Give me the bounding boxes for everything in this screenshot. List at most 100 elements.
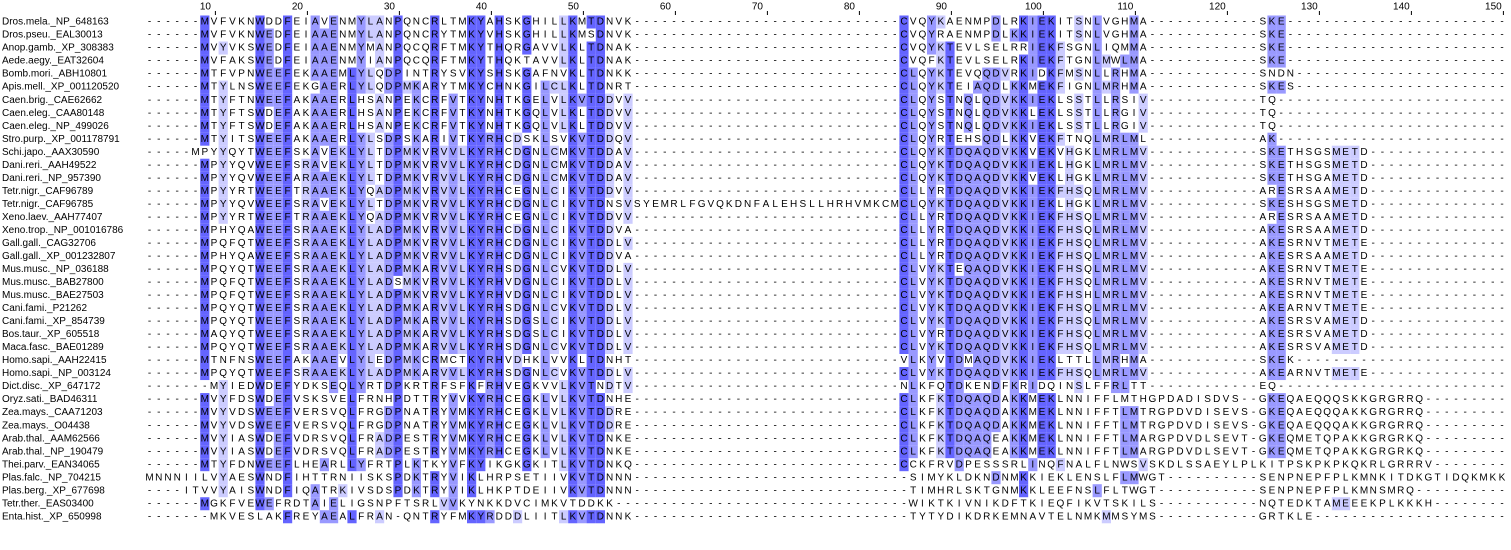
residue-shade (476, 288, 486, 302)
residue-shade (577, 445, 587, 459)
residue-shade (899, 432, 909, 446)
residue-shade (1037, 184, 1047, 198)
residue-shade (319, 301, 329, 315)
residue-shade (356, 327, 366, 341)
residue-shade (1111, 380, 1121, 394)
residue-shade (973, 354, 983, 368)
sequence-name: Cani.fami._XP_854739 (2, 316, 105, 327)
residue-shade (605, 119, 615, 133)
residue-shade (1111, 132, 1121, 146)
residue-shade (273, 354, 283, 368)
residue-shade (945, 41, 955, 55)
residue-shade (200, 106, 210, 120)
residue-shade (586, 236, 596, 250)
residue-shade (310, 497, 320, 511)
residue-shade (945, 354, 955, 368)
residue-shade (264, 171, 274, 185)
residue-shade (457, 301, 467, 315)
residue-shade (899, 249, 909, 263)
residue-shade (255, 145, 265, 159)
residue-shade (264, 223, 274, 237)
residue-shade (568, 367, 578, 381)
residue-shade (494, 93, 504, 107)
residue-shade (430, 367, 440, 381)
residue-shade (945, 106, 955, 120)
residue-shade (1111, 327, 1121, 341)
residue-shade (586, 93, 596, 107)
residue-shade (1055, 340, 1065, 355)
residue-shade (559, 458, 569, 472)
residue-shade (393, 406, 403, 420)
residue-shade (991, 327, 1001, 341)
residue-shade (982, 419, 992, 433)
residue-shade (264, 80, 274, 94)
residue-shade (338, 197, 348, 211)
residue-shade (908, 275, 918, 289)
residue-shade (430, 236, 440, 250)
residue-shade (393, 236, 403, 250)
residue-shade (1019, 301, 1029, 315)
residue-shade (982, 132, 992, 146)
residue-shade (1092, 327, 1102, 341)
residue-shade (494, 288, 504, 302)
residue-shade (899, 288, 909, 302)
residue-shade (522, 106, 532, 120)
residue-shade (1055, 314, 1065, 328)
residue-shade (973, 223, 983, 237)
residue-shade (476, 223, 486, 237)
residue-shade (1331, 288, 1341, 302)
residue-shade (522, 67, 532, 81)
residue-shade (218, 145, 228, 159)
residue-shade (577, 145, 587, 159)
residue-shade (411, 484, 421, 498)
residue-shade (1267, 432, 1277, 446)
residue-shade (908, 145, 918, 159)
residue-shade (927, 67, 937, 81)
residue-shade (411, 275, 421, 289)
residue-shade (347, 80, 357, 94)
residue-shade (1019, 93, 1029, 107)
residue-shade (568, 510, 578, 524)
residue-shade (1341, 497, 1351, 511)
sequence-name: Cani.fami._P21262 (2, 303, 87, 314)
residue-shade (1350, 314, 1360, 328)
residue-shade (375, 445, 385, 459)
residue-shade (936, 340, 946, 355)
residue-shade (1138, 223, 1148, 237)
residue-shade (310, 314, 320, 328)
residue-shade (991, 236, 1001, 250)
residue-shade (402, 354, 412, 368)
residue-shade (1065, 275, 1075, 289)
residue-shade (568, 15, 578, 29)
residue-shade (1019, 80, 1029, 94)
residue-shade (522, 93, 532, 107)
residue-shade (439, 262, 449, 276)
residue-shade (338, 327, 348, 341)
residue-shade (264, 301, 274, 315)
residue-shade (218, 445, 228, 459)
residue-shade (595, 67, 605, 81)
residue-shade (595, 41, 605, 55)
residue-shade (384, 223, 394, 237)
residue-shade (273, 340, 283, 355)
residue-shade (273, 275, 283, 289)
residue-shade (1276, 41, 1286, 55)
residue-shade (264, 158, 274, 172)
residue-shade (1000, 327, 1010, 341)
residue-shade (568, 197, 578, 211)
residue-shade (908, 236, 918, 250)
residue-shade (476, 419, 486, 433)
residue-shade (375, 249, 385, 263)
residue-shade (264, 184, 274, 198)
residue-shade (338, 249, 348, 263)
residue-shade (365, 15, 375, 29)
residue-shade (1341, 301, 1351, 315)
residue-shade (522, 406, 532, 420)
residue-shade (1267, 15, 1277, 29)
residue-shade (586, 184, 596, 198)
residue-shade (1129, 210, 1139, 224)
residue-shade (945, 80, 955, 94)
residue-shade (439, 171, 449, 185)
residue-shade (1009, 340, 1019, 355)
residue-shade (310, 210, 320, 224)
